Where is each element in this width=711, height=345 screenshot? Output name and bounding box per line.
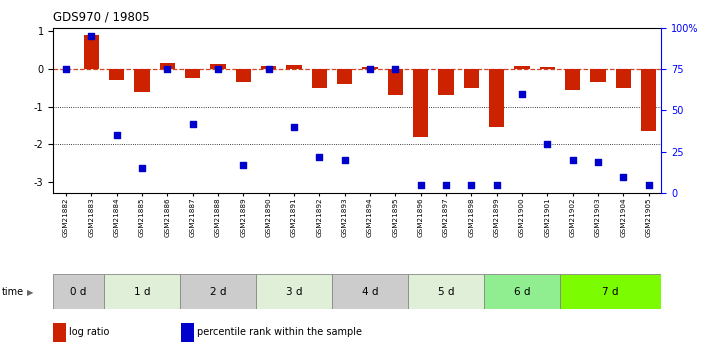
Point [567, 157, 578, 163]
Bar [540, 67, 555, 69]
Text: 0 d: 0 d [70, 287, 87, 296]
Bar [489, 69, 504, 127]
Bar [514, 66, 530, 69]
Point [213, 66, 224, 72]
Bar [484, 274, 560, 309]
Bar [210, 65, 225, 69]
Bar [185, 69, 201, 78]
Bar [332, 274, 408, 309]
Point [390, 66, 401, 72]
Point [288, 124, 299, 130]
Text: time: time [2, 287, 24, 296]
Bar [109, 69, 124, 80]
Bar [261, 66, 276, 69]
Bar [256, 274, 332, 309]
Bar [408, 274, 484, 309]
Bar [438, 69, 454, 95]
Point [60, 66, 72, 72]
Bar [387, 69, 403, 95]
Bar [235, 69, 251, 82]
Point [263, 66, 274, 72]
Point [542, 141, 553, 146]
Text: 1 d: 1 d [134, 287, 150, 296]
Bar [84, 35, 99, 69]
Point [85, 33, 97, 39]
Text: 5 d: 5 d [438, 287, 454, 296]
Text: GDS970 / 19805: GDS970 / 19805 [53, 10, 150, 23]
Bar [464, 69, 479, 88]
Bar [565, 69, 580, 90]
Point [314, 154, 325, 159]
Bar [616, 69, 631, 88]
Text: 3 d: 3 d [286, 287, 302, 296]
Bar [363, 67, 378, 69]
Point [618, 174, 629, 179]
Point [643, 182, 654, 188]
Bar [53, 274, 104, 309]
Point [161, 66, 173, 72]
Point [187, 121, 198, 126]
Bar [311, 69, 327, 88]
Text: 2 d: 2 d [210, 287, 226, 296]
Bar [413, 69, 428, 137]
Text: 6 d: 6 d [513, 287, 530, 296]
Point [491, 182, 502, 188]
Bar [560, 274, 661, 309]
Point [440, 182, 451, 188]
Bar [641, 69, 656, 131]
Bar [160, 63, 175, 69]
Point [516, 91, 528, 97]
Point [364, 66, 375, 72]
Bar [590, 69, 606, 82]
Point [339, 157, 351, 163]
Text: 4 d: 4 d [362, 287, 378, 296]
Point [592, 159, 604, 165]
Point [466, 182, 477, 188]
Bar [287, 65, 301, 69]
Point [111, 132, 122, 138]
Point [237, 162, 249, 168]
Bar [337, 69, 352, 84]
Bar [104, 274, 180, 309]
Text: ▶: ▶ [27, 288, 33, 297]
Bar [180, 274, 256, 309]
Point [415, 182, 427, 188]
Point [137, 166, 148, 171]
Text: percentile rank within the sample: percentile rank within the sample [197, 327, 362, 337]
Bar [134, 69, 149, 91]
Text: 7 d: 7 d [602, 287, 619, 296]
Text: log ratio: log ratio [69, 327, 109, 337]
